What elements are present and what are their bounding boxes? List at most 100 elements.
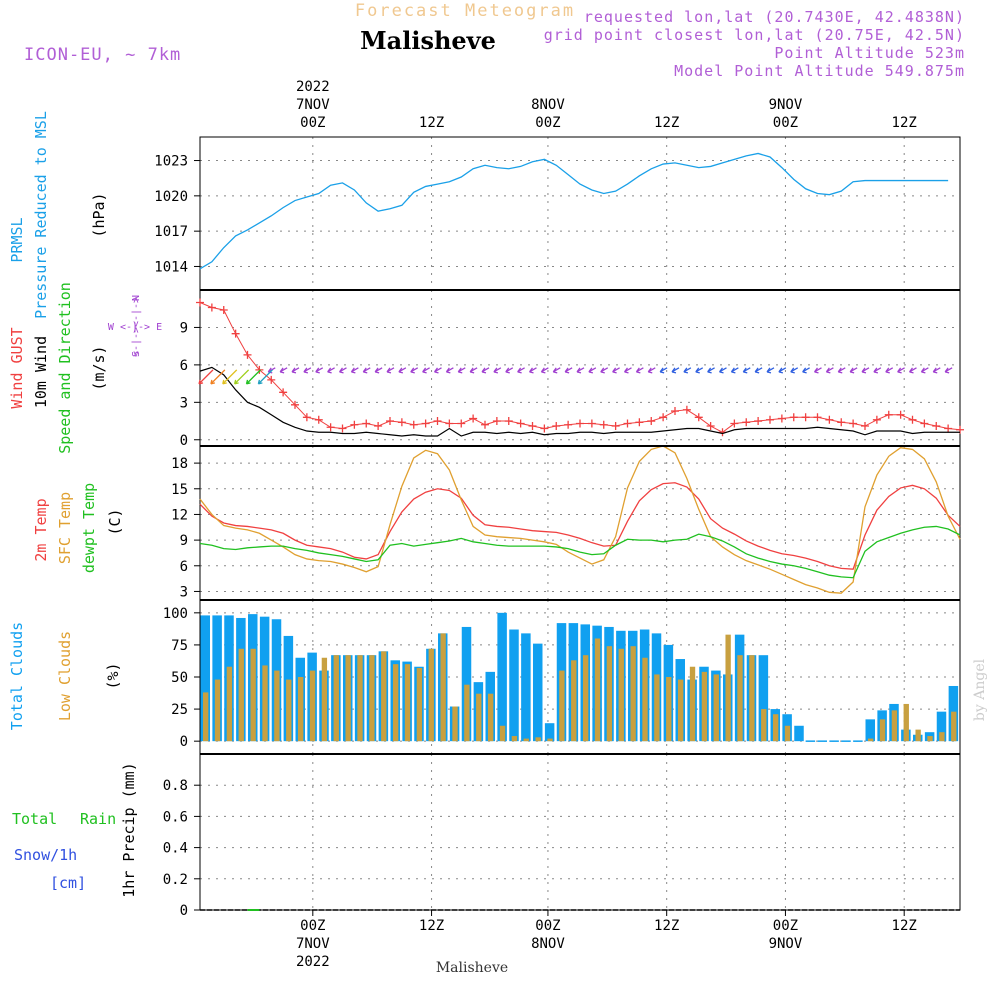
- bar-total-clouds: [212, 615, 222, 742]
- bar-total-clouds: [544, 723, 555, 742]
- gust-marker: [825, 415, 834, 424]
- wind-arrow: [588, 367, 597, 374]
- panel-2: 3 6 9 12 15 18: [171, 445, 961, 601]
- gust-marker: [754, 417, 763, 426]
- wind-arrow: [635, 367, 644, 374]
- y-tick-label: 9: [180, 320, 188, 336]
- bar-low-clouds: [262, 665, 268, 742]
- gust-marker: [314, 415, 323, 424]
- panel-3: 0 25 50 75 100: [163, 599, 961, 755]
- panel-1: 0 3 6 9: [180, 289, 964, 449]
- wind-arrow: [410, 367, 419, 374]
- bar-low-clouds: [345, 655, 351, 742]
- bar-low-clouds: [297, 677, 304, 742]
- panel-frame: [199, 753, 961, 911]
- precip-unit: 1hr Precip (mm): [120, 762, 138, 897]
- wind-compass-n-arrow: <-|->: [131, 297, 142, 327]
- y-tick-label: 6: [180, 358, 188, 374]
- temp-labels: 2m Temp SFC Temp dewpt Temp (C): [32, 483, 124, 573]
- bar-low-clouds: [701, 671, 708, 742]
- y-tick-label: 1020: [154, 189, 188, 205]
- bottom-axis-hour: 12Z: [654, 918, 679, 934]
- credit: by Angel: [972, 658, 988, 721]
- bottom-axis-hour: 00Z: [773, 918, 798, 934]
- wind-labels: Wind GUST 10m Wind Speed and Direction (…: [8, 282, 162, 454]
- wind-arrow: [932, 367, 941, 374]
- bar-low-clouds: [464, 684, 470, 742]
- wind-arrow: [291, 367, 300, 374]
- gust-marker: [255, 365, 264, 374]
- gust-marker: [932, 422, 941, 431]
- temp-label-1: 2m Temp: [32, 498, 50, 561]
- gust-marker: [433, 417, 442, 426]
- panel-frame: [199, 136, 961, 291]
- bar-low-clouds: [630, 646, 636, 742]
- wind-compass: W <-|-> E: [108, 322, 162, 333]
- bar-total-clouds: [865, 719, 875, 742]
- model-label: ICON-EU, ~ 7km: [24, 45, 181, 65]
- y-tick-label: 1023: [154, 154, 188, 170]
- temp-unit: (C): [106, 508, 124, 535]
- panels: 1014101710201023036936912151802550751000…: [154, 136, 964, 919]
- wind-arrow: [897, 367, 905, 374]
- bar-low-clouds: [238, 648, 244, 742]
- wind-arrow: [433, 367, 442, 374]
- wind-arrow: [493, 367, 502, 374]
- wind-arrow: [303, 367, 312, 374]
- gust-marker: [350, 420, 359, 429]
- y-tick-label: 0: [180, 734, 188, 750]
- series-tsfc: [199, 445, 961, 594]
- wind-label-2: 10m Wind: [32, 336, 50, 408]
- bar-low-clouds: [618, 648, 624, 742]
- precip-labels: Total Rain Snow/1h [cm] 1hr Precip (mm): [12, 762, 138, 897]
- y-tick-label: 6: [180, 559, 188, 575]
- series-t2m: [199, 482, 961, 570]
- wind-arrow: [445, 367, 454, 374]
- bar-low-clouds: [891, 710, 898, 742]
- gust-marker: [623, 419, 632, 428]
- bar-low-clouds: [689, 666, 696, 742]
- bar-low-clouds: [927, 736, 933, 742]
- wind-arrow: [742, 367, 751, 374]
- bottom-axis-date: 8NOV: [531, 936, 565, 952]
- bar-low-clouds: [737, 655, 743, 742]
- wind-arrow: [695, 367, 704, 374]
- gust-marker: [766, 415, 774, 424]
- bottom-axis-year: 2022: [296, 954, 330, 970]
- gust-marker: [492, 417, 501, 426]
- wind-arrow: [766, 367, 775, 374]
- pressure-label-1: PRMSL: [8, 217, 26, 262]
- wind-arrow: [778, 367, 787, 374]
- location-title: Malisheve: [360, 26, 496, 55]
- series-gust: [199, 302, 961, 433]
- gust-marker: [279, 388, 288, 397]
- gust-marker: [730, 419, 739, 428]
- bar-low-clouds: [286, 679, 292, 742]
- bottom-time-axis: 00Z 7NOV 2022 12Z 00Z 8NOV 12Z 00Z 9NOV 12Z: [296, 918, 917, 970]
- bar-total-clouds: [758, 655, 769, 742]
- wind-arrow: [647, 367, 656, 374]
- wind-arrow: [825, 367, 834, 374]
- wind-arrow: [505, 367, 514, 374]
- gust-marker: [576, 419, 584, 428]
- bar-total-clouds: [521, 633, 531, 742]
- bar-low-clouds: [321, 657, 328, 742]
- wind-arrow: [457, 367, 466, 374]
- gust-marker: [386, 417, 394, 426]
- gust-marker: [231, 329, 240, 338]
- y-tick-label: 25: [171, 702, 188, 718]
- bottom-axis-hour: 00Z: [535, 918, 560, 934]
- gust-marker: [920, 419, 929, 428]
- gust-marker: [872, 415, 881, 424]
- wind-arrow-early: [257, 369, 273, 385]
- gust-marker: [243, 350, 252, 359]
- wind-arrow: [837, 367, 846, 374]
- wind-compass-s-arrow: <-|->: [131, 327, 142, 357]
- series-prmsl: [199, 152, 949, 270]
- bar-low-clouds: [761, 709, 767, 742]
- gust-marker: [457, 419, 466, 428]
- precip-label-total: Total: [12, 810, 57, 828]
- wind-arrow: [469, 367, 478, 374]
- y-tick-label: 1014: [154, 259, 188, 275]
